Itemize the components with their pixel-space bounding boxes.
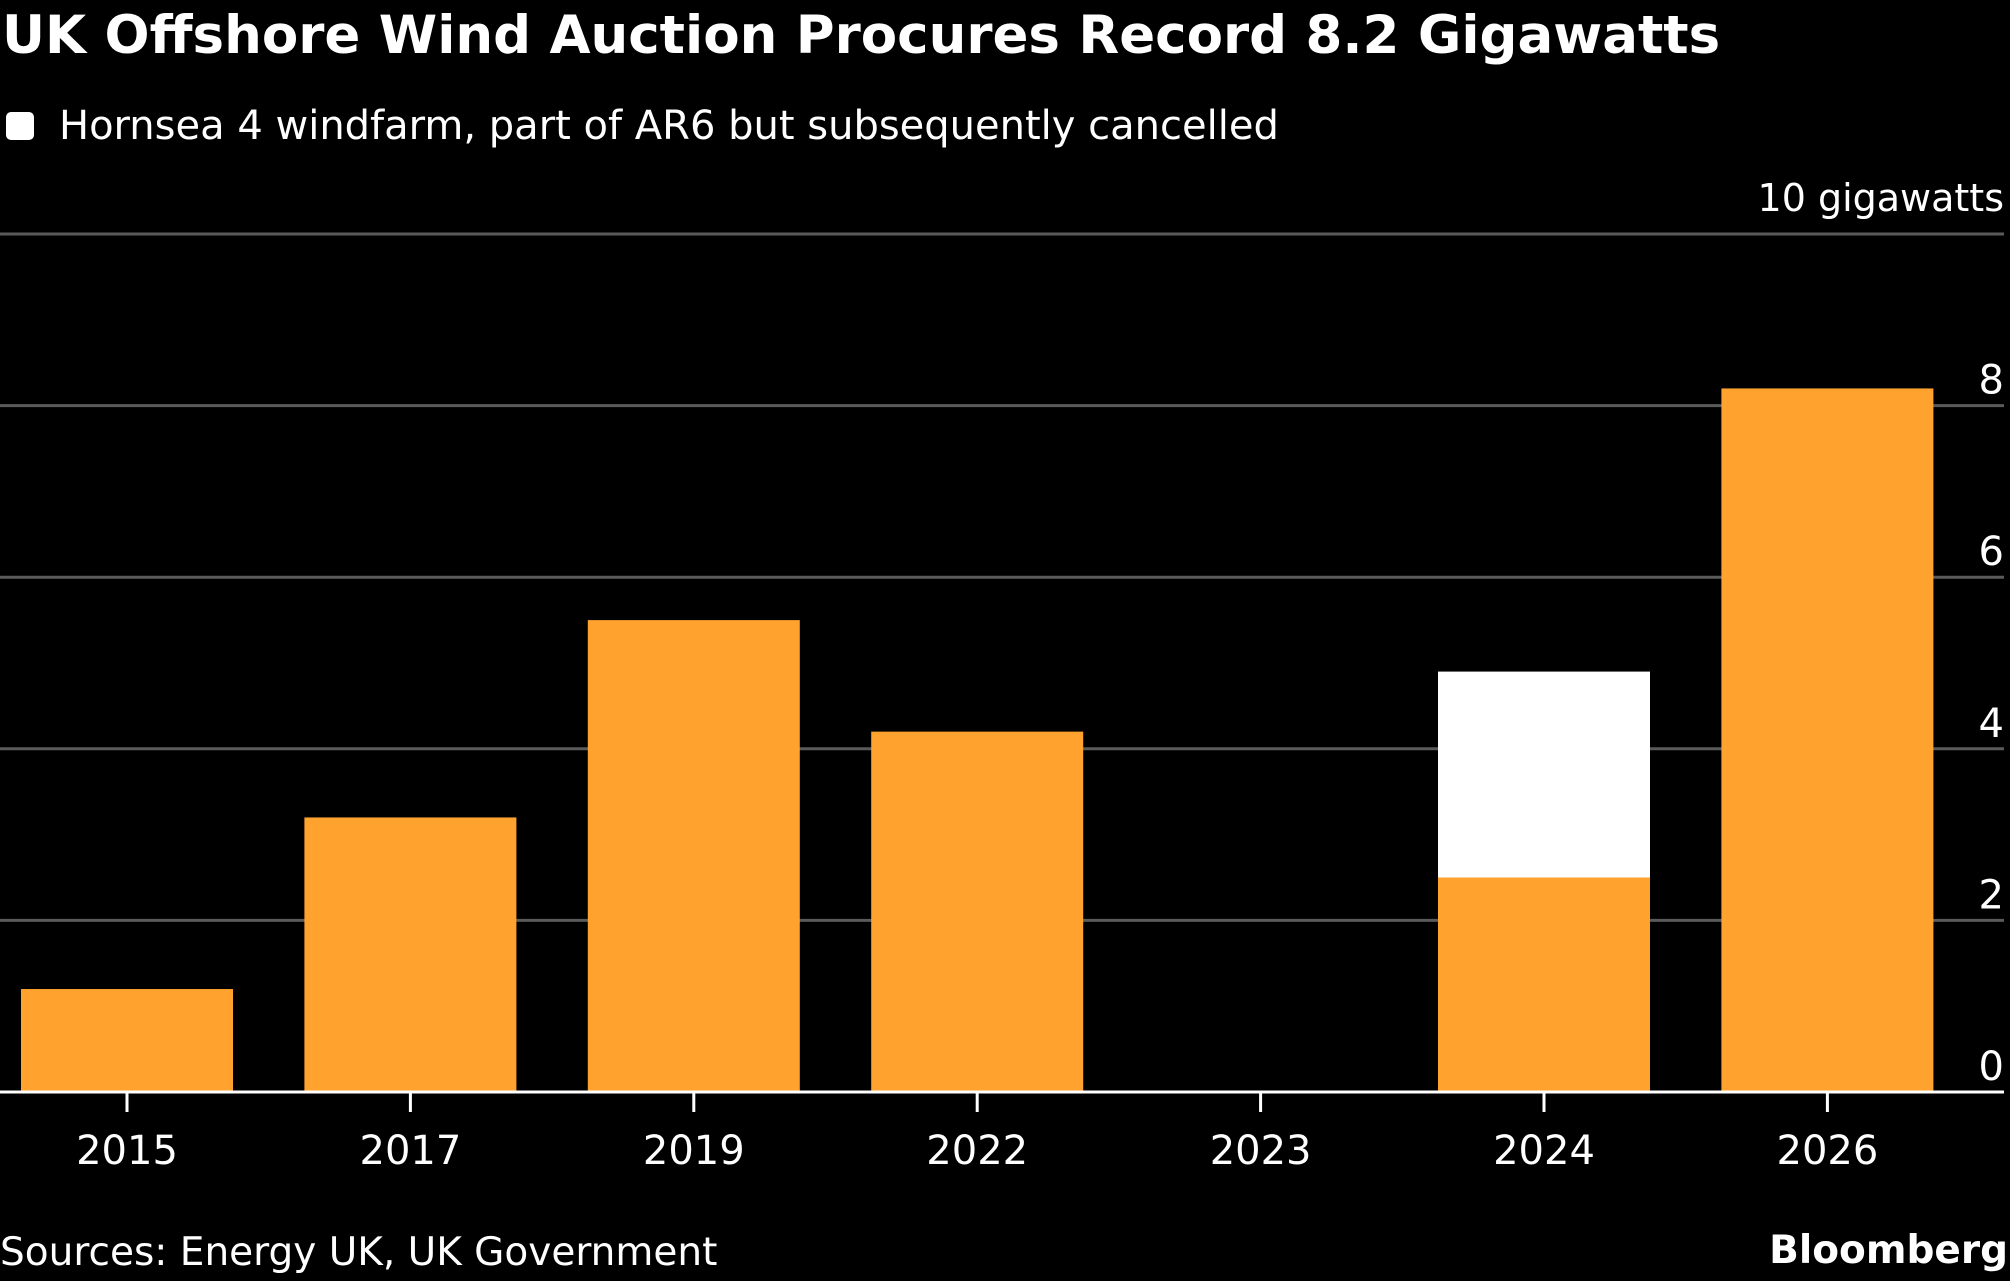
y-tick-label-2: 2 [1979, 872, 2004, 918]
x-tick-label-2017: 2017 [360, 1128, 462, 1174]
y-tick-label-4: 4 [1979, 701, 2004, 747]
bar-2022-awarded [871, 731, 1084, 1092]
legend-label-cancelled: Hornsea 4 windfarm, part of AR6 but subs… [59, 103, 1279, 149]
y-tick-label-8: 8 [1979, 358, 2004, 404]
y-axis-unit-label: 10 gigawatts [1757, 176, 2004, 220]
x-tick-label-2015: 2015 [76, 1128, 178, 1174]
chart-title: UK Offshore Wind Auction Procures Record… [2, 5, 1721, 66]
bar-2024-awarded [1438, 877, 1650, 1092]
source-note: Sources: Energy UK, UK Government [0, 1230, 718, 1275]
x-tick-label-2026: 2026 [1777, 1128, 1879, 1174]
x-tick-label-2023: 2023 [1210, 1128, 1312, 1174]
legend-swatch-cancelled [6, 112, 34, 140]
bar-2017-awarded [304, 817, 517, 1092]
bar-2026-awarded [1721, 388, 1934, 1092]
bloomberg-logo: Bloomberg [1769, 1228, 2008, 1273]
bar-2019-awarded [587, 620, 800, 1092]
x-tick-label-2022: 2022 [926, 1128, 1028, 1174]
x-tick-label-2019: 2019 [643, 1128, 745, 1174]
y-tick-label-0: 0 [1979, 1044, 2004, 1090]
legend: Hornsea 4 windfarm, part of AR6 but subs… [6, 104, 1279, 148]
y-tick-label-6: 6 [1979, 529, 2004, 575]
x-tick-label-2024: 2024 [1493, 1128, 1595, 1174]
bar-2015-awarded [21, 989, 233, 1092]
bar-2024-cancelled [1438, 671, 1650, 878]
